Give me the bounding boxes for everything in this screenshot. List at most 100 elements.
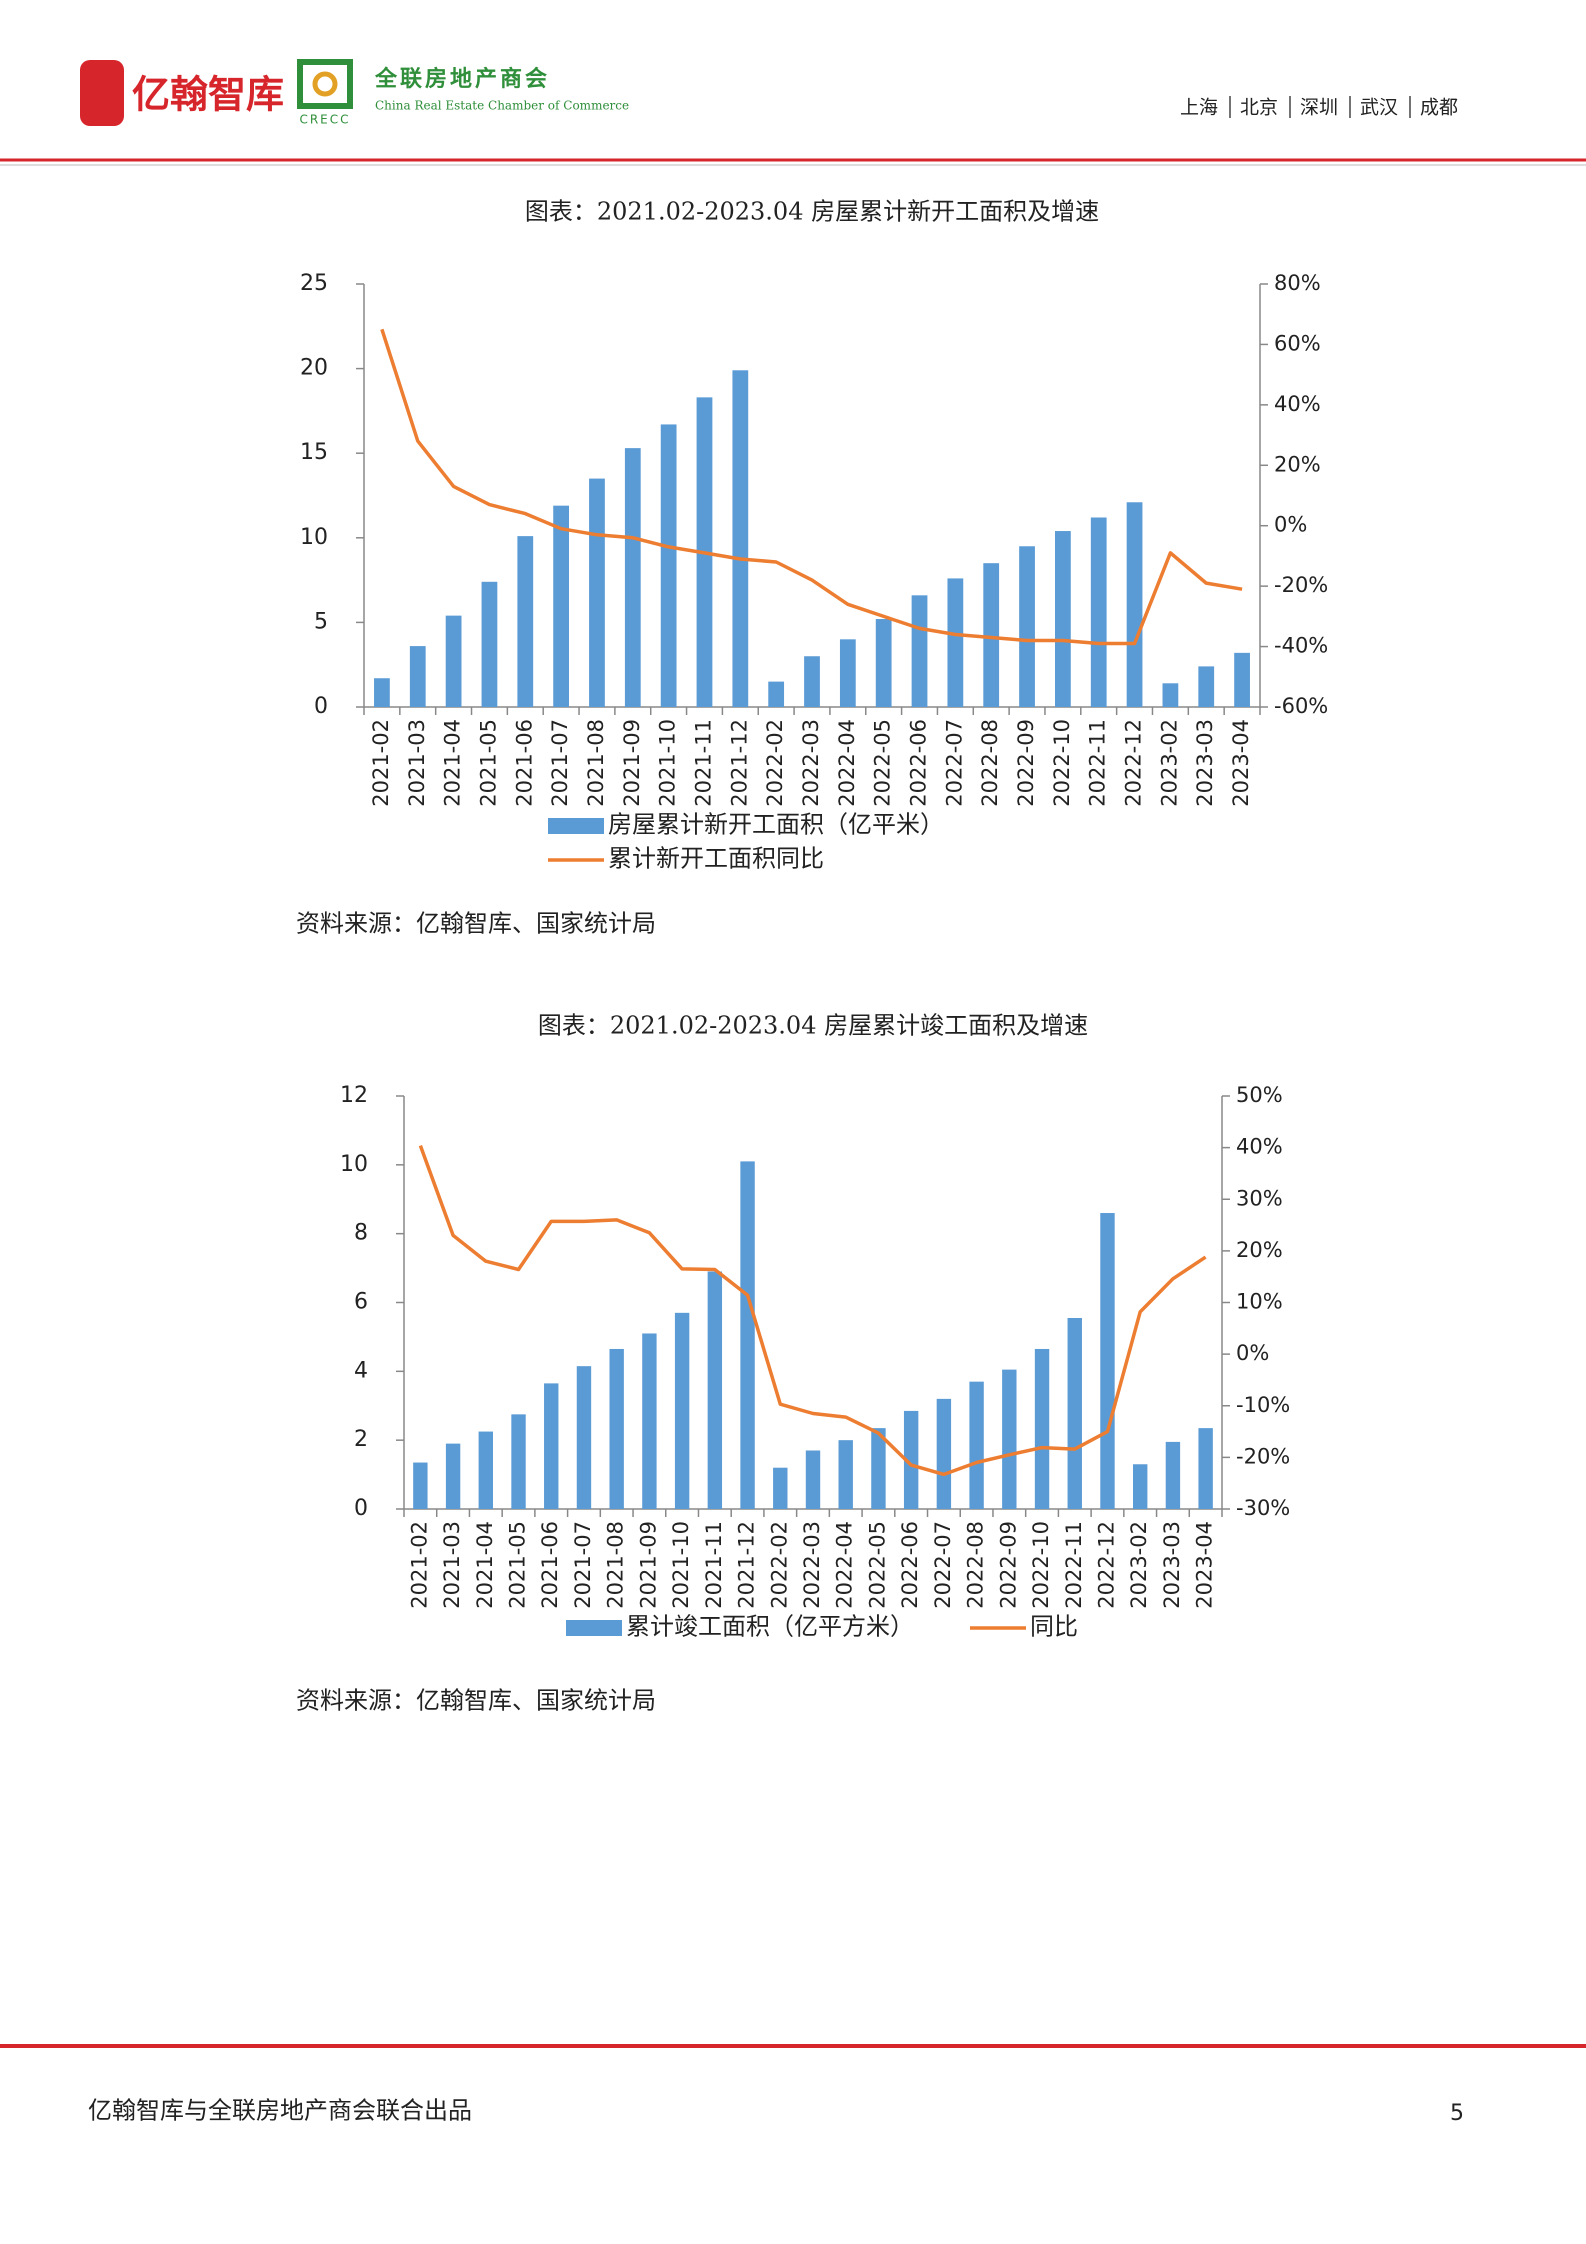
bar [936, 1398, 952, 1509]
legend-swatch [566, 1620, 622, 1636]
x-tick-label: 2021-03 [440, 1521, 464, 1609]
x-tick-label: 2022-09 [1014, 719, 1038, 807]
x-tick-label: 2023-04 [1193, 1521, 1217, 1609]
y2-tick-label: 30% [1236, 1186, 1283, 1210]
bar [660, 424, 677, 707]
x-tick-label: 2021-08 [584, 719, 608, 807]
y-tick-label: 0 [314, 694, 328, 719]
x-tick-label: 2021-04 [473, 1521, 497, 1609]
x-tick-label: 2022-07 [931, 1521, 955, 1609]
x-tick-label: 2021-02 [369, 719, 393, 807]
partner-name-en: China Real Estate Chamber of Commerce [375, 99, 629, 113]
partner-name: 全联房地产商会 [374, 66, 550, 92]
x-tick-label: 2022-09 [996, 1521, 1020, 1609]
bar [624, 448, 641, 707]
bar [517, 536, 534, 707]
y-tick-label: 5 [314, 609, 328, 634]
y2-tick-label: 20% [1274, 452, 1321, 476]
y-tick-label: 12 [340, 1083, 368, 1108]
partner-abbr: CRECC [299, 113, 350, 127]
city: 成都 [1420, 97, 1458, 119]
bar [903, 1410, 919, 1509]
partner-icon-ring [312, 71, 338, 97]
bar [1100, 1213, 1115, 1509]
y-tick-label: 20 [300, 356, 328, 381]
bar [773, 1467, 788, 1509]
y2-tick-label: -40% [1274, 634, 1328, 658]
x-tick-label: 2021-04 [441, 719, 465, 807]
bar [969, 1381, 984, 1509]
bar [768, 681, 785, 707]
city: 深圳 [1300, 97, 1338, 119]
x-tick-label: 2022-12 [1094, 1521, 1118, 1609]
y2-tick-label: 40% [1274, 392, 1321, 416]
city: 武汉 [1360, 97, 1398, 119]
brand-logo: 亿翰智库 [80, 60, 284, 126]
legend-label: 房屋累计新开工面积（亿平米） [608, 811, 944, 839]
line [418, 1145, 1207, 1477]
x-tick-label: 2022-03 [800, 1521, 824, 1609]
x-tick-label: 2021-10 [669, 1521, 693, 1609]
bar [1126, 502, 1143, 707]
y2-tick-label: -30% [1236, 1496, 1290, 1520]
partner-icon [297, 59, 353, 109]
footer-text: 亿翰智库与全联房地产商会联合出品 [88, 2097, 472, 2125]
bar [740, 1161, 755, 1509]
x-tick-label: 2022-02 [767, 1521, 791, 1609]
legend-swatch [548, 818, 604, 834]
x-tick-label: 2022-06 [907, 719, 931, 807]
x-tick-label: 2021-05 [506, 1521, 530, 1609]
bar [947, 578, 964, 707]
x-tick-label: 2022-12 [1122, 719, 1146, 807]
y2-tick-label: -60% [1274, 694, 1328, 718]
x-tick-label: 2021-10 [656, 719, 680, 807]
y-tick-label: 0 [354, 1496, 368, 1521]
y2-tick-label: -20% [1274, 573, 1328, 597]
x-tick-label: 2022-02 [763, 719, 787, 807]
x-tick-label: 2022-04 [835, 719, 859, 807]
bar [409, 646, 426, 707]
x-tick-label: 2022-05 [865, 1521, 889, 1609]
x-tick-label: 2022-10 [1029, 1521, 1053, 1609]
x-tick-label: 2021-11 [691, 719, 715, 807]
bar [511, 1414, 526, 1509]
legend-label: 累计竣工面积（亿平方米） [626, 1613, 914, 1641]
city-list: 上海 北京 深圳 武汉 成都 [1180, 96, 1458, 119]
y2-tick-label: 10% [1236, 1290, 1283, 1314]
bar [642, 1333, 657, 1509]
city: 北京 [1240, 97, 1278, 119]
bar [839, 639, 856, 707]
brand-icon [80, 60, 124, 126]
x-tick-label: 2021-12 [735, 1521, 759, 1609]
x-tick-label: 2021-07 [548, 719, 572, 807]
charts: 图表：2021.02-2023.04 房屋累计新开工面积及增速051015202… [296, 198, 1328, 1715]
page-number: 5 [1450, 2101, 1464, 2126]
bar [1162, 683, 1179, 707]
y-tick-label: 4 [354, 1358, 368, 1383]
y2-tick-label: 50% [1236, 1083, 1283, 1107]
bar [1165, 1441, 1181, 1509]
bar [1002, 1369, 1017, 1509]
x-tick-label: 2021-06 [538, 1521, 562, 1609]
x-tick-label: 2021-12 [727, 719, 751, 807]
partner-logo: CRECC 全联房地产商会 China Real Estate Chamber … [297, 59, 629, 127]
bar [707, 1271, 723, 1509]
y2-tick-label: 40% [1236, 1135, 1283, 1159]
bar [1090, 517, 1107, 707]
legend-label: 同比 [1030, 1613, 1078, 1641]
chart-title: 图表：2021.02-2023.04 房屋累计竣工面积及增速 [538, 1012, 1088, 1040]
bar [478, 1431, 493, 1509]
y2-tick-label: 80% [1274, 271, 1321, 295]
bar [1133, 1464, 1148, 1509]
bar [983, 563, 1000, 707]
y-tick-label: 2 [354, 1427, 368, 1452]
bar [871, 1428, 886, 1509]
y2-tick-label: 20% [1236, 1238, 1283, 1262]
bar [576, 1366, 592, 1509]
x-tick-label: 2022-04 [833, 1521, 857, 1609]
bar [911, 595, 928, 707]
x-tick-label: 2021-05 [476, 719, 500, 807]
x-tick-label: 2021-03 [405, 719, 429, 807]
x-tick-label: 2022-08 [964, 1521, 988, 1609]
y2-tick-label: -20% [1236, 1444, 1290, 1468]
